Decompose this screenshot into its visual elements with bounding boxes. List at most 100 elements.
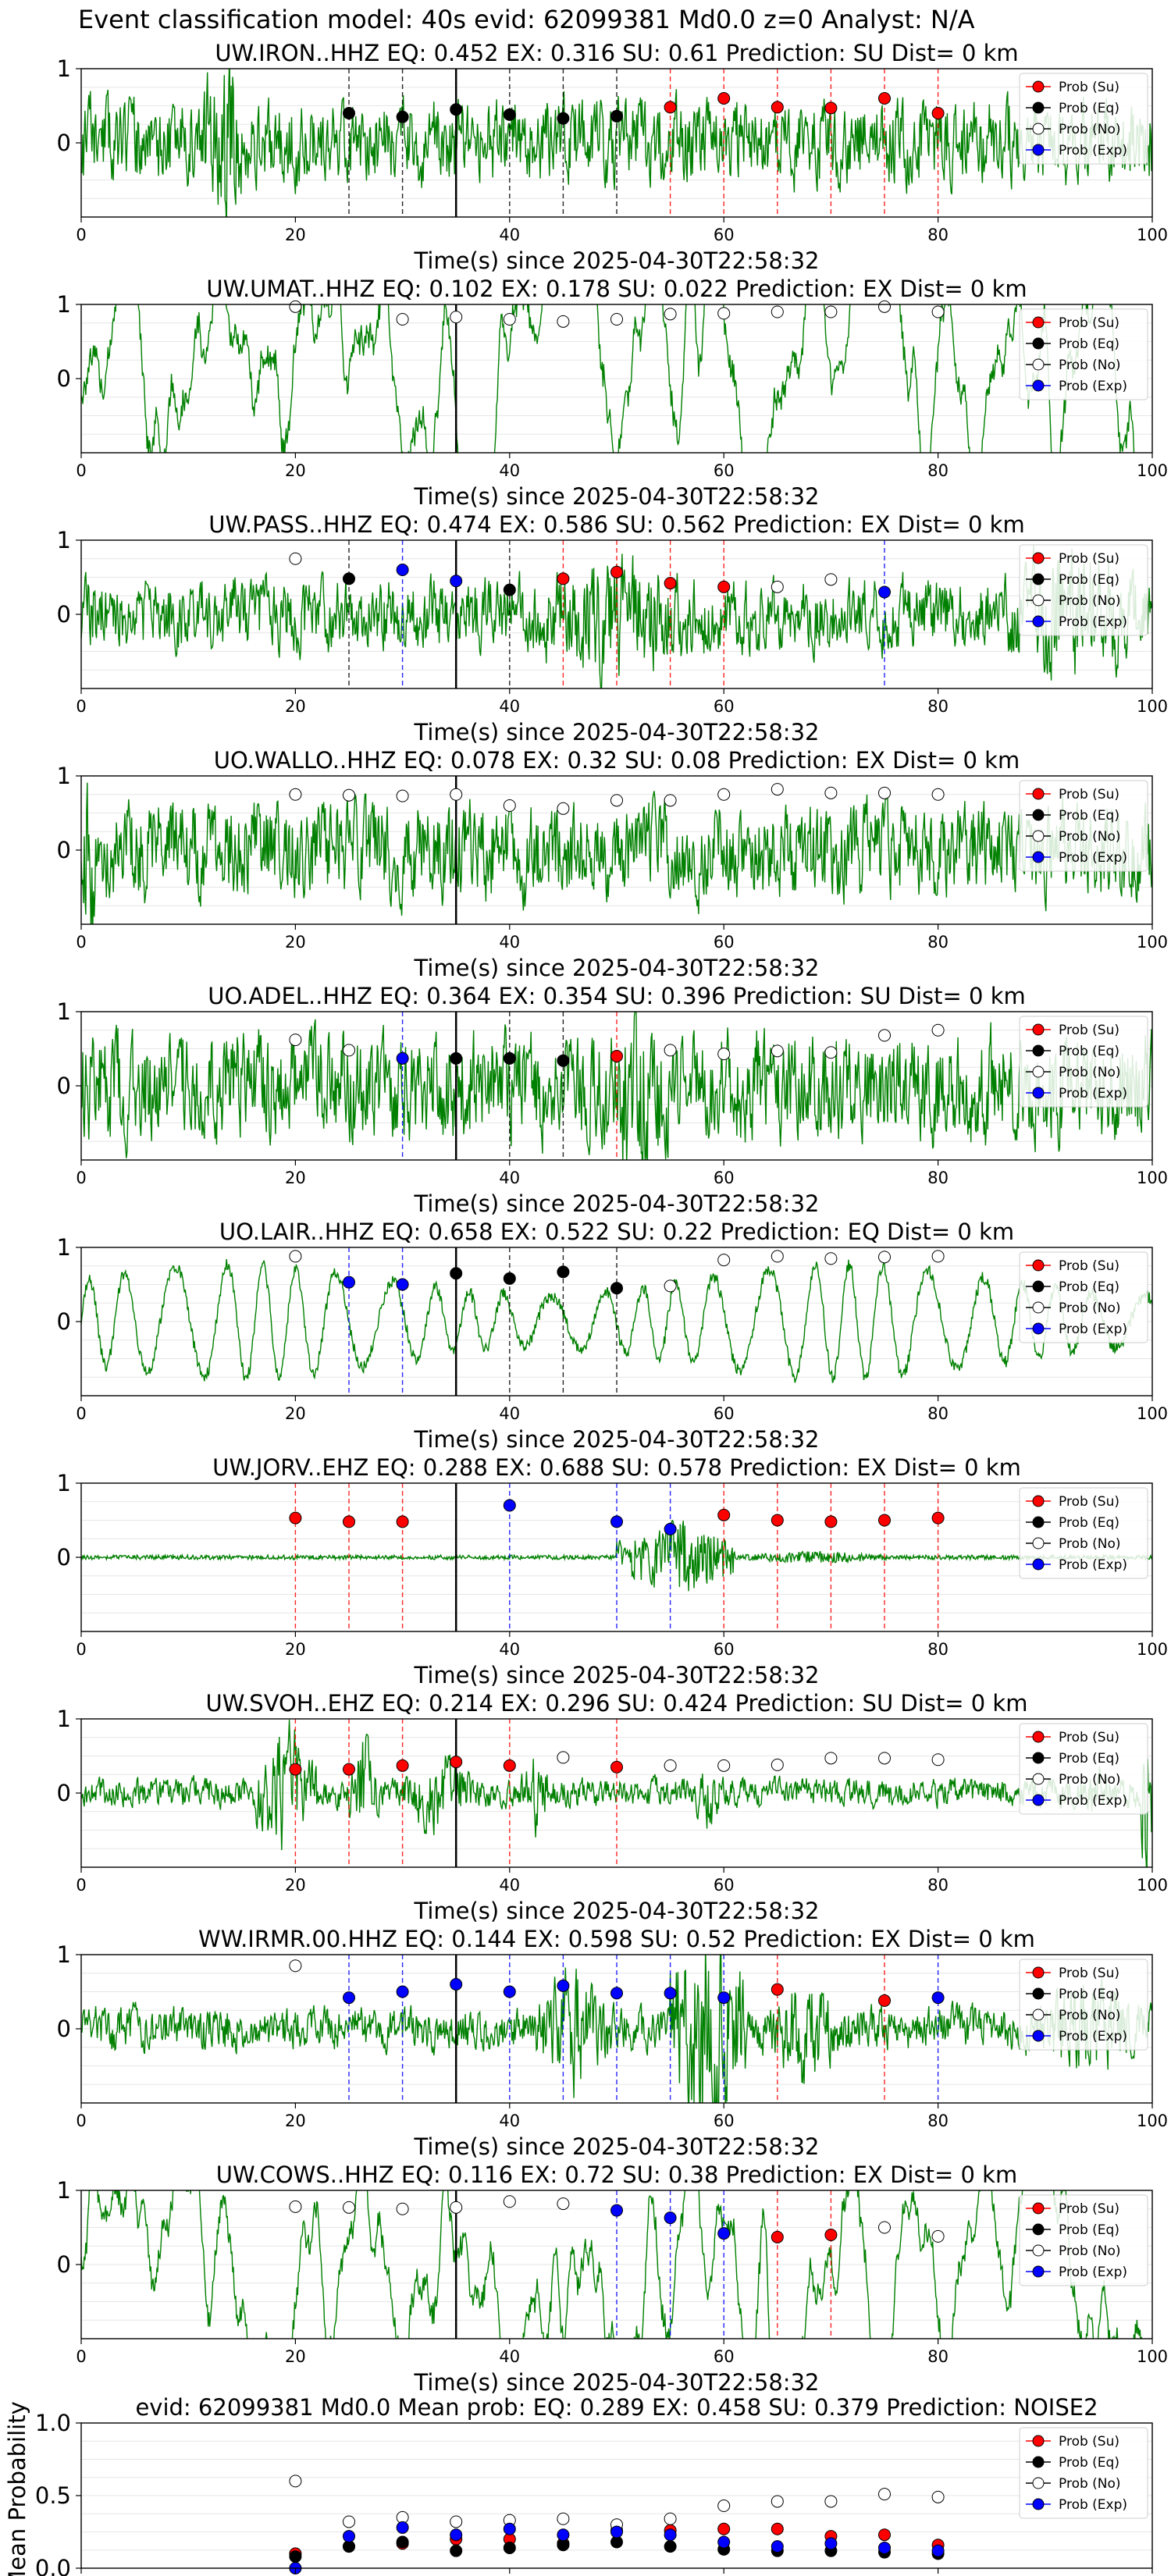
point-no (717, 788, 731, 801)
x-tick-label: 20 (285, 461, 306, 480)
point-su (878, 1514, 891, 1527)
legend-marker-su (1032, 1023, 1045, 1036)
y-tick-label: 1 (57, 1234, 71, 1261)
point-no (450, 311, 463, 324)
legend-marker-eq (1032, 809, 1045, 821)
point-no (717, 307, 731, 320)
legend-label-eq: Prob (Eq) (1059, 2222, 1119, 2238)
legend-label-eq: Prob (Eq) (1059, 1987, 1119, 2002)
x-tick-label: 60 (714, 226, 735, 244)
legend: Prob (Su) Prob (Eq) Prob (No) Prob (Exp) (1019, 1016, 1148, 1108)
point-exp (343, 2530, 355, 2543)
legend: Prob (Su) Prob (Eq) Prob (No) Prob (Exp) (1019, 1487, 1148, 1579)
point-exp (717, 2535, 731, 2549)
point-exp (717, 2227, 731, 2240)
legend-marker-exp (1032, 2030, 1045, 2042)
point-eq (343, 572, 355, 585)
point-exp (503, 2522, 516, 2535)
point-no (396, 789, 409, 802)
legend-marker-eq (1032, 1752, 1045, 1764)
x-tick-label: 100 (1137, 1169, 1168, 1187)
point-su (396, 1515, 409, 1528)
legend-label-eq: Prob (Eq) (1059, 336, 1119, 352)
panel-title: UW.PASS..HHZ EQ: 0.474 EX: 0.586 SU: 0.5… (208, 511, 1024, 538)
x-tick-label: 40 (499, 1640, 520, 1659)
x-tick-label: 20 (285, 2347, 306, 2366)
legend: Prob (Su) Prob (Eq) Prob (No) Prob (Exp) (1019, 780, 1148, 872)
legend-label-su: Prob (Su) (1059, 1258, 1119, 1274)
point-no (557, 1751, 570, 1764)
y-tick-label: 0 (57, 2016, 71, 2042)
chart-panel-4: 0 20 40 60 80 100 0 1 UO.WALLO..HHZ EQ: 0.078 EX… (57, 747, 1169, 981)
point-no (610, 313, 623, 326)
legend-marker-eq (1032, 573, 1045, 585)
x-tick-label: 20 (285, 1640, 306, 1659)
x-tick-label: 60 (714, 933, 735, 952)
legend-label-exp: Prob (Exp) (1059, 1557, 1127, 1573)
legend-marker-su (1032, 1495, 1045, 1507)
x-axis-label: Time(s) since 2025-04-30T22:58:32 (414, 247, 820, 274)
legend-label-su: Prob (Su) (1059, 80, 1119, 95)
legend-marker-su (1032, 1966, 1045, 1979)
y-tick-label: 1 (57, 763, 71, 789)
point-no (931, 2229, 945, 2243)
point-exp (450, 2528, 463, 2542)
legend-label-su: Prob (Su) (1059, 551, 1119, 567)
x-tick-label: 40 (499, 1876, 520, 1895)
x-tick-label: 60 (714, 1169, 735, 1187)
x-tick-label: 100 (1137, 1876, 1168, 1895)
legend-marker-su (1032, 1259, 1045, 1272)
point-no (610, 794, 623, 807)
x-tick-label: 100 (1137, 1404, 1168, 1423)
y-tick-label: 0 (57, 837, 71, 863)
legend-marker-su (1032, 80, 1045, 93)
legend-box (1019, 1723, 1148, 1815)
point-exp (931, 2544, 945, 2557)
legend-box (1019, 2194, 1148, 2286)
point-no (717, 1048, 731, 1061)
point-exp (396, 1278, 409, 1291)
point-su (771, 1514, 784, 1527)
x-tick-label: 20 (285, 697, 306, 716)
y-tick-label: 1 (57, 1706, 71, 1732)
legend-label-eq: Prob (Eq) (1059, 808, 1119, 824)
point-exp (610, 2525, 623, 2539)
point-no (343, 1044, 355, 1057)
legend-label-exp: Prob (Exp) (1059, 614, 1127, 630)
point-no (878, 2488, 891, 2501)
point-eq (557, 1054, 570, 1067)
legend-label-exp: Prob (Exp) (1059, 2029, 1127, 2044)
legend-label-eq: Prob (Eq) (1059, 2455, 1119, 2471)
legend-marker-no (1032, 1773, 1045, 1785)
x-tick-label: 80 (927, 697, 949, 716)
legend-marker-exp (1032, 2265, 1045, 2278)
x-tick-label: 40 (499, 2347, 520, 2366)
point-exp (664, 1522, 677, 1535)
legend-marker-exp (1032, 851, 1045, 863)
panel-title: UO.ADEL..HHZ EQ: 0.364 EX: 0.354 SU: 0.3… (208, 983, 1026, 1009)
x-tick-label: 40 (499, 226, 520, 244)
x-axis-label: Time(s) since 2025-04-30T22:58:32 (414, 2133, 820, 2160)
point-exp (343, 1991, 355, 2005)
point-exp (664, 1987, 677, 2000)
point-no (289, 2475, 302, 2488)
legend-marker-no (1032, 358, 1045, 371)
chart-panel-1: 0 20 40 60 80 100 0 1 UW.IRON..HHZ EQ: 0.452 EX:… (57, 40, 1169, 274)
point-su (664, 577, 677, 590)
point-no (824, 305, 838, 318)
point-exp (824, 2537, 838, 2550)
point-no (931, 2490, 945, 2503)
legend-marker-no (1032, 1066, 1045, 1078)
panel-title: UW.SVOH..EHZ EQ: 0.214 EX: 0.296 SU: 0.4… (206, 1690, 1028, 1717)
point-eq (396, 2535, 409, 2549)
point-eq (503, 2541, 516, 2554)
x-tick-label: 100 (1137, 2347, 1168, 2366)
legend-marker-su (1032, 552, 1045, 564)
x-axis-label: Time(s) since 2025-04-30T22:58:32 (414, 1662, 820, 1688)
point-no (450, 2201, 463, 2214)
y-tick-label: 0 (57, 365, 71, 392)
point-no (450, 2515, 463, 2528)
x-tick-label: 0 (76, 461, 86, 480)
point-no (771, 1758, 784, 1771)
legend-label-eq: Prob (Eq) (1059, 1044, 1119, 1059)
